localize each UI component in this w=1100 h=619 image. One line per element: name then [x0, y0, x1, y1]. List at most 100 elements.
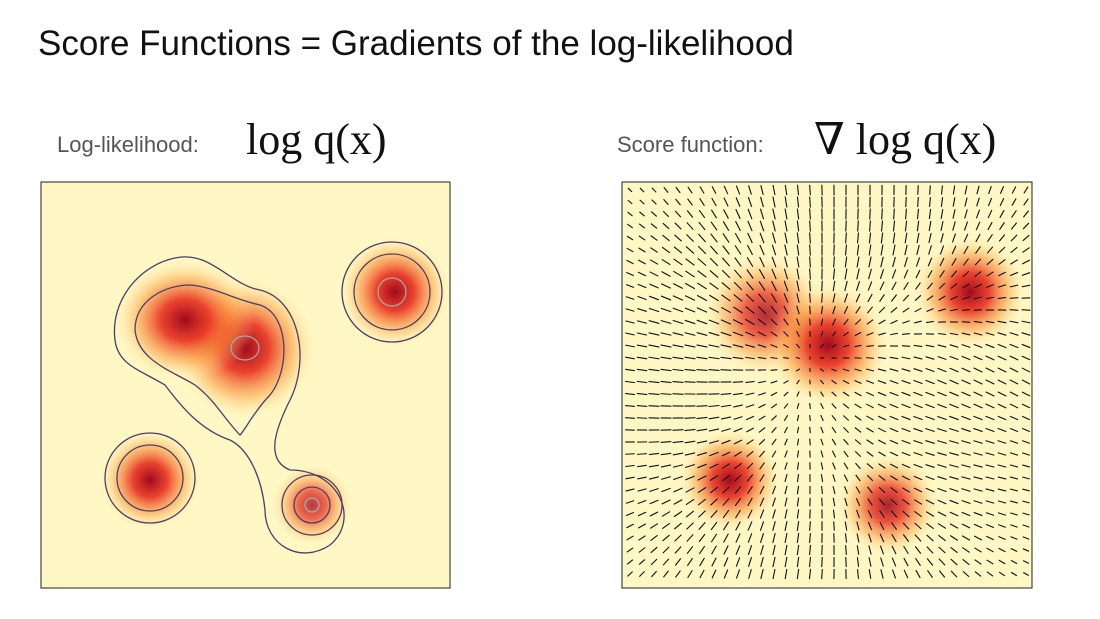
- arrow: [889, 356, 899, 360]
- arrow: [901, 403, 911, 409]
- arrow: [951, 257, 957, 267]
- arrow: [857, 569, 859, 579]
- arrow: [696, 452, 708, 456]
- arrow: [625, 368, 635, 372]
- arrow: [784, 497, 788, 507]
- arrow: [901, 356, 911, 360]
- arrow: [637, 271, 647, 277]
- arrow: [746, 450, 754, 458]
- arrow: [637, 523, 647, 529]
- arrow: [637, 308, 647, 312]
- arrow: [865, 391, 875, 397]
- arrow: [986, 547, 994, 553]
- arrow: [879, 521, 885, 531]
- arrow: [892, 232, 896, 244]
- arrow: [648, 307, 660, 313]
- arrow: [949, 332, 959, 336]
- arrow: [758, 415, 766, 421]
- arrow: [985, 500, 995, 504]
- arrow: [925, 499, 935, 505]
- arrow: [760, 556, 764, 568]
- arrow: [638, 235, 646, 241]
- arrow: [916, 208, 920, 220]
- arrow: [720, 331, 732, 337]
- arrow: [809, 220, 811, 232]
- arrow: [949, 355, 959, 361]
- arrow: [1021, 259, 1031, 265]
- arrow: [877, 368, 887, 372]
- arrow: [1009, 476, 1019, 480]
- arrow: [1022, 500, 1030, 504]
- arrow: [697, 463, 707, 469]
- arrow: [796, 556, 800, 568]
- arrow: [684, 356, 696, 360]
- arrow: [985, 403, 995, 409]
- arrow: [938, 295, 946, 301]
- arrow: [685, 246, 695, 254]
- arrow: [783, 380, 789, 384]
- arrow: [674, 546, 682, 554]
- arrow: [878, 319, 886, 325]
- arrow: [961, 367, 971, 373]
- arrow: [674, 558, 682, 566]
- arrow: [675, 186, 681, 194]
- arrow: [650, 211, 658, 217]
- arrow: [772, 184, 776, 196]
- arrow: [997, 476, 1007, 480]
- arrow: [961, 332, 971, 336]
- arrow: [771, 232, 777, 244]
- arrow: [820, 343, 824, 349]
- arrow: [636, 344, 648, 348]
- arrow: [708, 404, 720, 408]
- arrow: [747, 220, 753, 232]
- arrow: [903, 545, 909, 555]
- arrow: [939, 257, 945, 267]
- arrow: [927, 257, 933, 267]
- arrow: [696, 332, 708, 336]
- arrow: [784, 438, 788, 446]
- arrow: [1010, 512, 1018, 516]
- arrow: [721, 474, 731, 482]
- arrow: [1021, 332, 1031, 336]
- arrow: [925, 344, 935, 348]
- arrow: [952, 221, 956, 231]
- arrow: [796, 196, 800, 208]
- arrow: [951, 245, 957, 255]
- arrow: [964, 197, 968, 207]
- arrow: [637, 488, 647, 492]
- arrow: [733, 281, 743, 291]
- arrow: [733, 416, 743, 420]
- arrow: [962, 570, 970, 578]
- arrow: [746, 474, 754, 482]
- arrow: [1023, 186, 1029, 194]
- arrow: [734, 462, 742, 470]
- arrow: [784, 556, 788, 568]
- arrow: [661, 522, 671, 530]
- arrow: [663, 187, 669, 193]
- arrow: [722, 221, 730, 231]
- arrow: [745, 404, 755, 408]
- arrow: [770, 344, 778, 348]
- arrow: [985, 452, 995, 456]
- arrow: [732, 344, 744, 348]
- arrow: [770, 318, 778, 326]
- arrow: [962, 283, 970, 289]
- arrow: [998, 535, 1006, 541]
- arrow: [784, 532, 788, 544]
- arrow: [854, 331, 862, 337]
- arrow: [904, 257, 908, 267]
- arrow: [784, 509, 788, 519]
- arrow: [997, 379, 1007, 385]
- arrow: [938, 558, 946, 566]
- arrow: [796, 280, 800, 292]
- arrow: [997, 440, 1007, 444]
- arrow: [809, 403, 811, 409]
- arrow: [1010, 259, 1018, 265]
- arrow: [950, 270, 958, 278]
- arrow: [891, 545, 897, 555]
- arrow: [998, 524, 1006, 528]
- arrow: [770, 391, 778, 397]
- arrow: [986, 246, 994, 254]
- arrow: [672, 295, 684, 301]
- arrow: [998, 271, 1006, 277]
